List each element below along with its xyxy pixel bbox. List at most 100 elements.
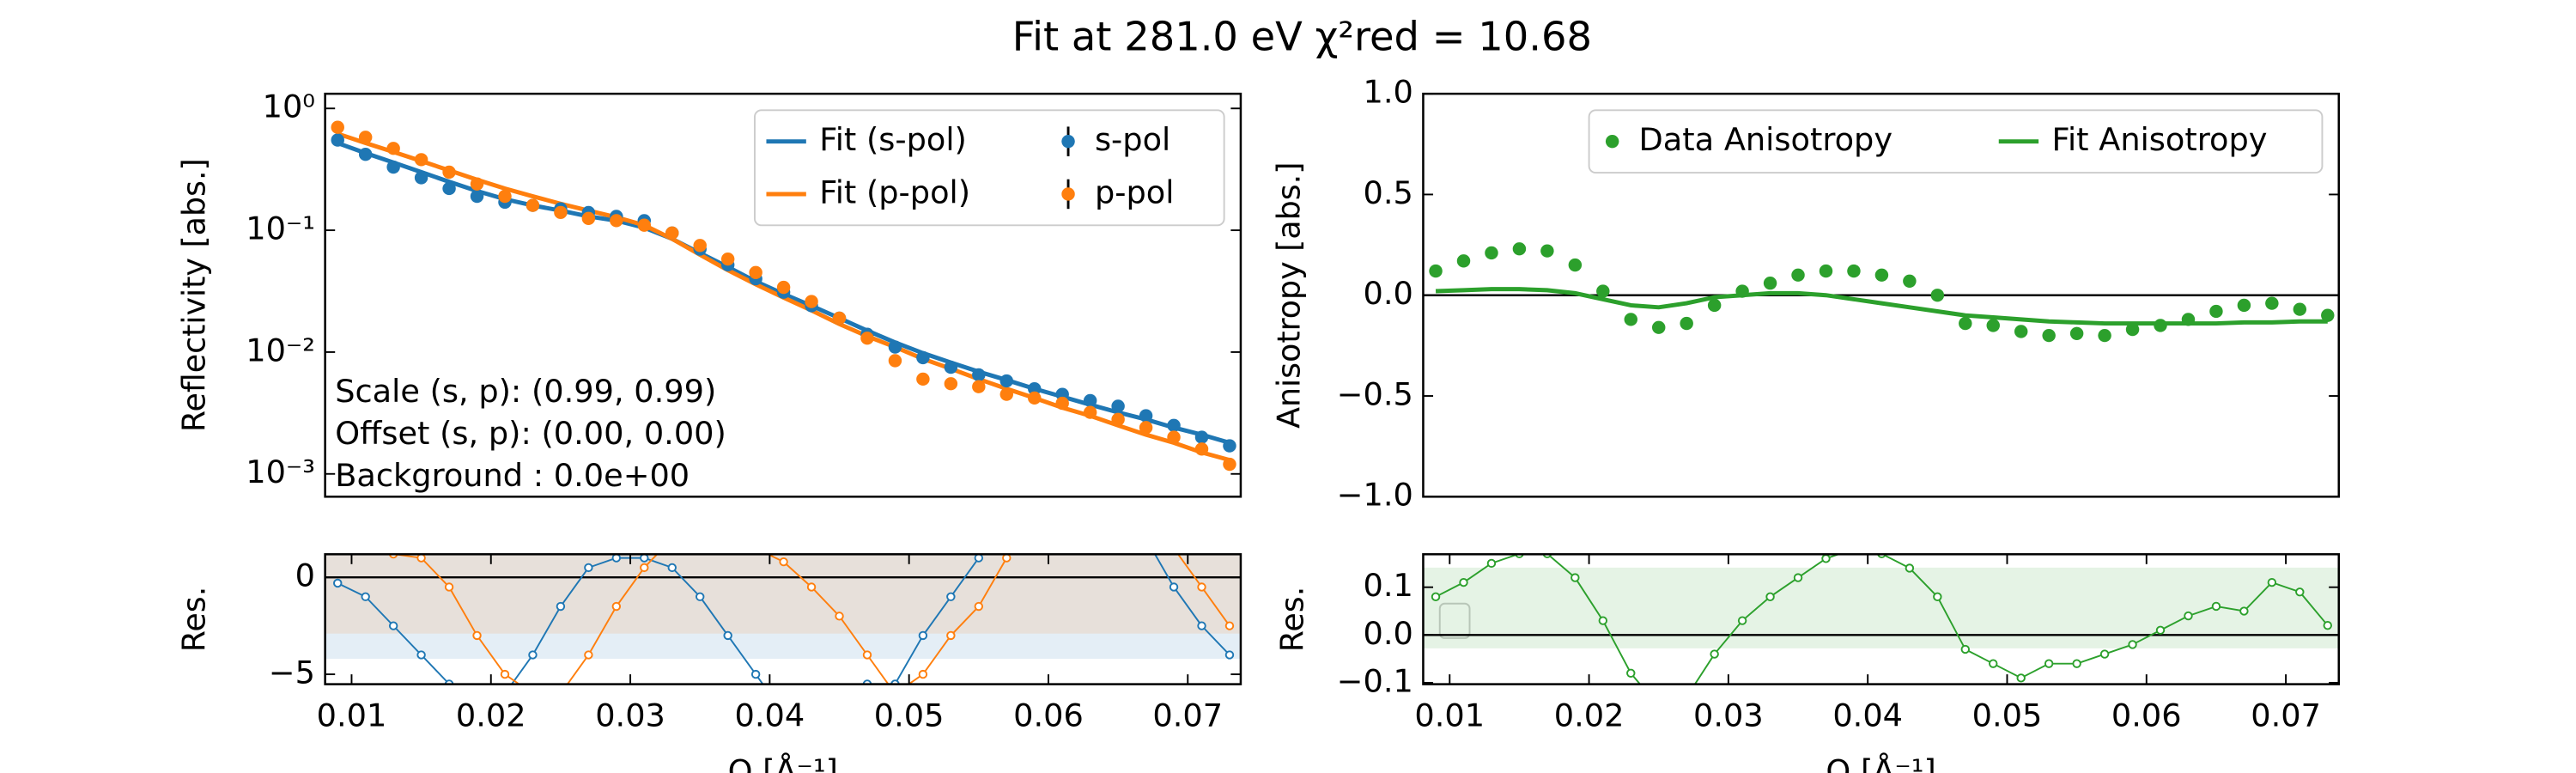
data-point (1002, 554, 1012, 563)
data-point (888, 354, 902, 368)
data-point (333, 578, 343, 588)
data-point (444, 582, 454, 592)
data-point (1540, 244, 1554, 258)
data-point (1707, 298, 1722, 313)
data-point (1429, 264, 1443, 278)
data-point (999, 374, 1014, 388)
y-tick-label: 0 (295, 557, 315, 594)
data-point (1111, 399, 1125, 413)
axes-frame (324, 92, 1242, 498)
x-tick-label: 0.04 (735, 697, 805, 733)
data-point (1793, 573, 1803, 582)
data-point (2293, 302, 2307, 316)
y-tick-label: 10⁰ (263, 88, 315, 125)
data-point (640, 563, 649, 573)
data-point (2209, 304, 2223, 319)
data-point (974, 601, 984, 612)
y-tick-label: 0.0 (1363, 615, 1413, 652)
data-point (1486, 558, 1497, 569)
data-point (1652, 320, 1666, 334)
y-tick-label: 10⁻² (246, 332, 315, 369)
data-point (1028, 391, 1042, 405)
data-point (1571, 573, 1580, 582)
data-point (2323, 621, 2332, 630)
data-point (918, 630, 928, 641)
data-point (416, 650, 426, 660)
data-point (1194, 430, 1209, 444)
annotation: Background : 0.0e+00 (335, 457, 690, 494)
data-point (862, 650, 872, 660)
data-point (1986, 319, 2000, 332)
legend-label: Fit (s-pol) (819, 121, 967, 158)
y-tick-label: 0.0 (1363, 275, 1413, 312)
data-point (1431, 592, 1441, 601)
data-point (611, 554, 622, 563)
data-point (1055, 396, 1069, 411)
data-point (331, 133, 344, 147)
data-point (637, 218, 652, 232)
data-point (1737, 616, 1747, 625)
data-point (2072, 659, 2081, 668)
data-point (358, 148, 373, 161)
data-point (1083, 405, 1097, 419)
x-tick-label: 0.02 (456, 697, 526, 733)
data-point (414, 171, 428, 185)
data-point (2321, 308, 2335, 322)
data-point (1680, 316, 1693, 331)
data-point (720, 252, 735, 266)
data-point (2042, 328, 2056, 343)
x-tick-label: 0.03 (595, 697, 665, 733)
data-point (581, 211, 596, 226)
data-point (361, 592, 370, 601)
data-point (554, 205, 568, 220)
data-point (358, 131, 373, 144)
data-point (1139, 409, 1153, 423)
data-point (918, 669, 928, 679)
x-tick-label: 0.01 (317, 697, 387, 733)
data-point (1959, 316, 1972, 331)
data-point (1224, 650, 1235, 660)
x-tick-label: 0.07 (1152, 697, 1223, 733)
y-tick-label: −0.5 (1337, 376, 1413, 413)
x-tick-label: 0.06 (1013, 697, 1084, 733)
data-point (805, 295, 818, 308)
data-point (2069, 326, 2084, 340)
y-tick-label: 0.5 (1363, 174, 1413, 211)
band (1423, 567, 2339, 648)
data-point (640, 554, 649, 563)
data-point (944, 360, 958, 374)
data-point (1224, 621, 1235, 630)
x-tick-label: 0.01 (1414, 697, 1485, 733)
data-point (528, 650, 538, 660)
data-point (1821, 554, 1831, 563)
data-point (2014, 325, 2028, 338)
data-point (2295, 587, 2305, 597)
annotation: Offset (s, p): (0.00, 0.00) (335, 415, 726, 452)
band (325, 554, 1241, 634)
data-point (1903, 274, 1917, 288)
data-point (1028, 381, 1042, 396)
data-point (2099, 649, 2110, 659)
data-point (470, 189, 484, 204)
data-point (414, 153, 428, 167)
x-axis-label: Q [Å⁻¹] (728, 752, 838, 773)
data-point (2125, 322, 2140, 337)
y-axis-label: Anisotropy [abs.] (1270, 162, 1307, 429)
data-point (832, 311, 847, 326)
data-point (1763, 276, 1777, 290)
data-point (386, 142, 400, 155)
data-point (2016, 673, 2026, 683)
y-tick-label: 0.1 (1363, 567, 1413, 604)
data-point (2044, 659, 2054, 668)
figure-title: Fit at 281.0 eV χ²red = 10.68 (1012, 14, 1592, 60)
data-point (944, 377, 958, 391)
data-point (723, 630, 732, 641)
series-line (1435, 554, 2329, 685)
data-point (1456, 254, 1471, 268)
x-tick-label: 0.03 (1693, 697, 1764, 733)
y-tick-label: 10⁻¹ (246, 210, 315, 247)
plot-area (331, 120, 1236, 472)
data-point (1930, 289, 1945, 302)
x-tick-label: 0.06 (2111, 697, 2182, 733)
data-point (888, 340, 902, 354)
